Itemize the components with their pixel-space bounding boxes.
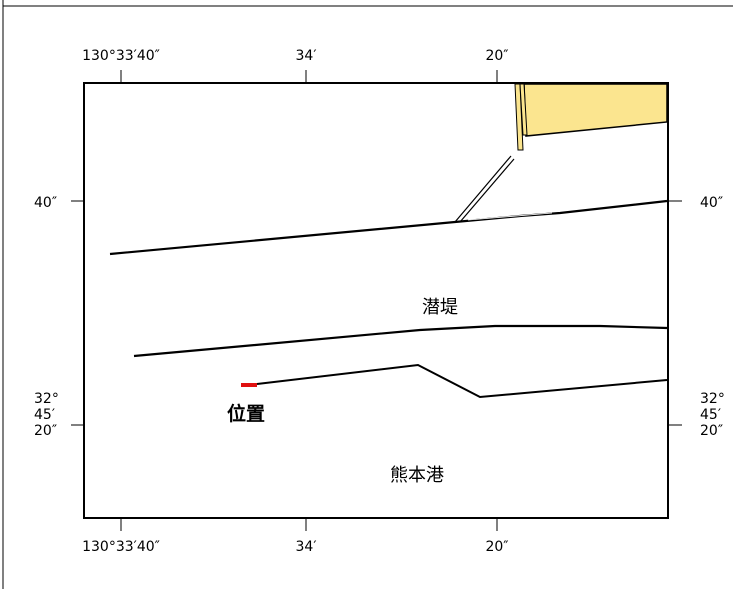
upper-line-gap <box>467 212 553 221</box>
left-ticks <box>71 200 84 426</box>
right-tick-label-lower-min: 45′ <box>700 407 721 423</box>
access-road-line-a <box>454 155 512 223</box>
access-road-line-b <box>459 158 515 223</box>
left-tick-label-lower-min: 45′ <box>34 407 55 423</box>
bottom-tick-label-3: 20″ <box>485 539 508 555</box>
pier-edge <box>519 83 528 136</box>
position-label: 位置 <box>227 402 265 425</box>
right-tick-label-lower-sec: 20″ <box>700 423 723 439</box>
left-tick-label-upper: 40″ <box>34 195 57 211</box>
top-tick-label-1: 130°33′40″ <box>82 48 160 64</box>
pier-narrow <box>514 83 524 151</box>
bottom-tick-label-1: 130°33′40″ <box>82 539 160 555</box>
channel-line <box>256 363 668 399</box>
top-ticks <box>120 70 498 83</box>
breakwater-line <box>133 324 668 358</box>
bottom-tick-label-2: 34′ <box>296 539 317 555</box>
right-tick-label-upper: 40″ <box>700 195 723 211</box>
top-tick-label-3: 20″ <box>485 48 508 64</box>
breakwater-label: 潜堤 <box>422 297 458 318</box>
top-tick-label-2: 34′ <box>296 48 317 64</box>
map-border <box>83 82 669 519</box>
bottom-ticks <box>120 518 498 531</box>
left-tick-label-lower-deg: 32° <box>34 391 59 407</box>
right-tick-label-lower-deg: 32° <box>700 391 725 407</box>
right-ticks <box>668 200 682 426</box>
left-tick-label-lower-sec: 20″ <box>34 423 57 439</box>
port-label: 熊本港 <box>390 465 444 486</box>
